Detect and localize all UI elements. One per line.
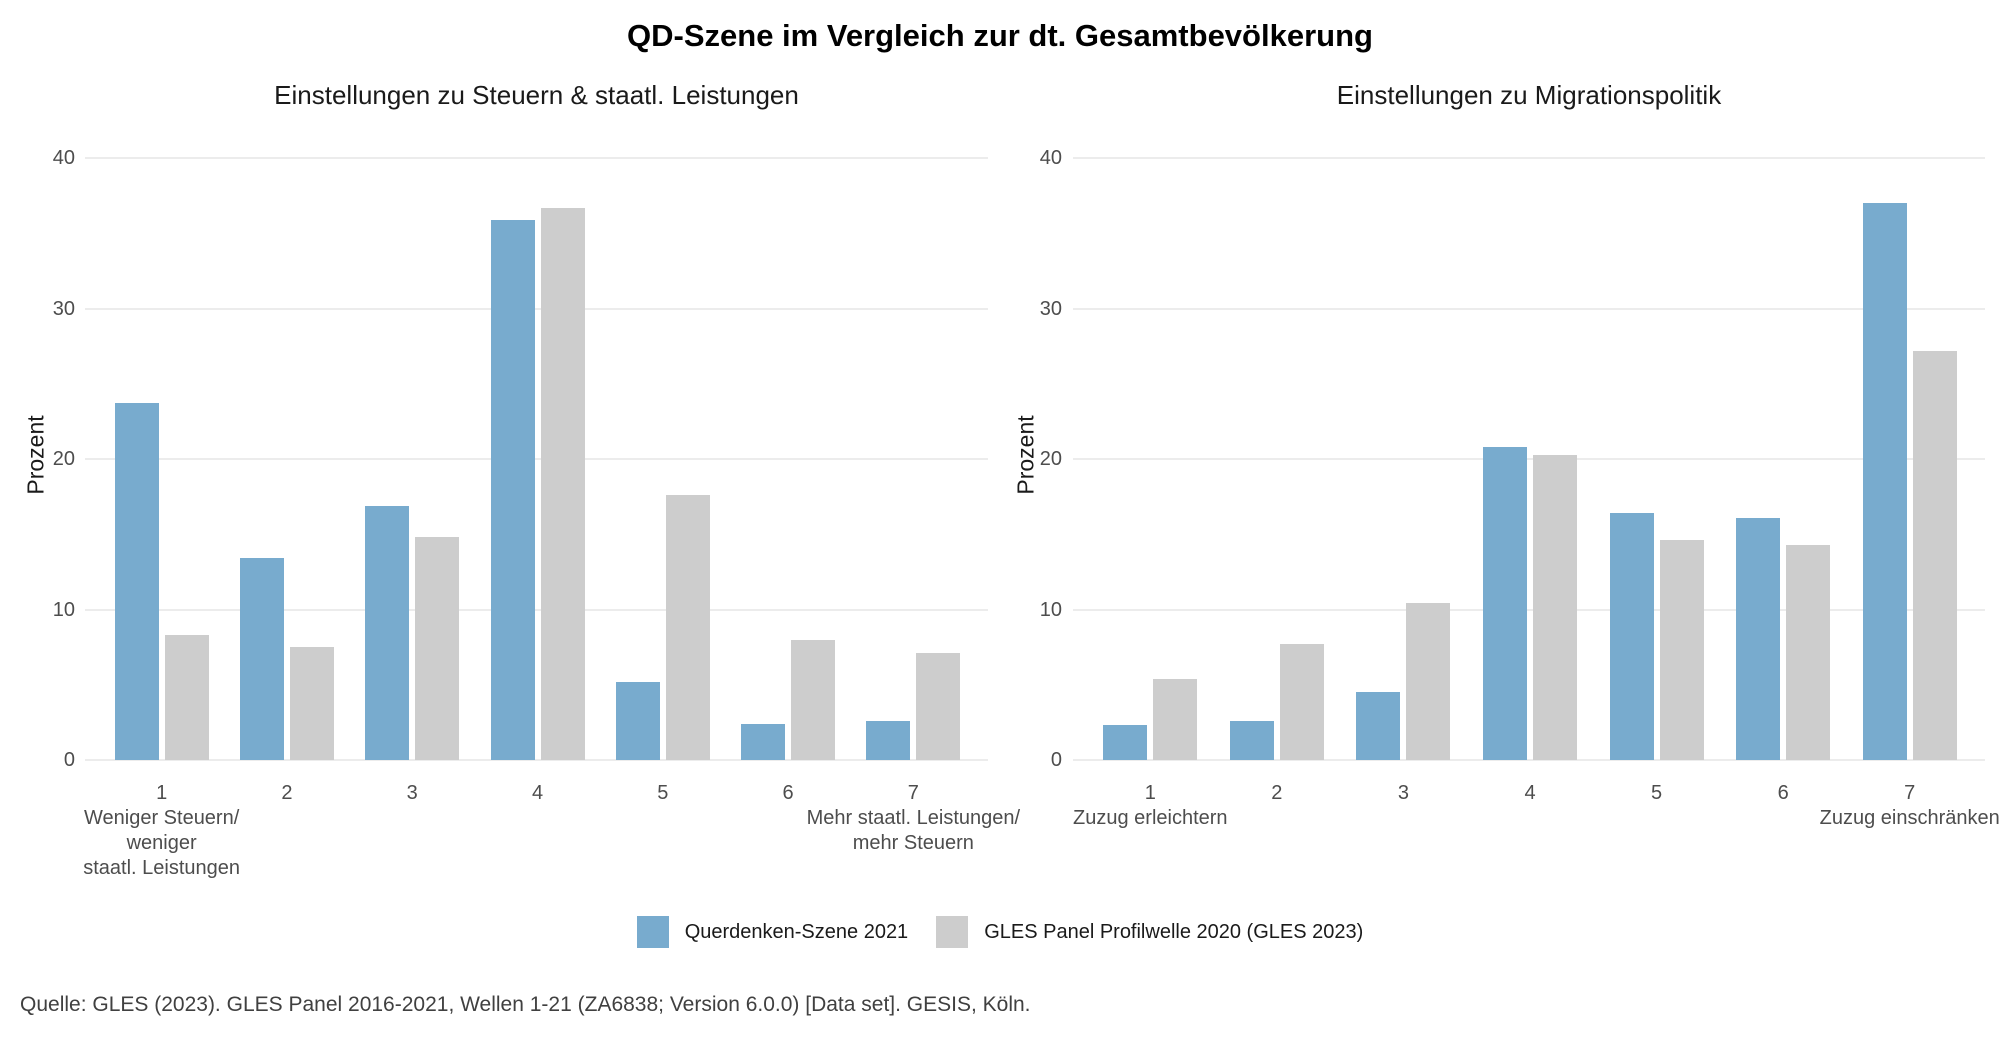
y-tick-label-10: 10 <box>1039 598 1062 621</box>
x-tick-label-2: 2 <box>281 782 293 804</box>
x-tick-label-5: 5 <box>1651 782 1663 804</box>
bar-querdenken-7 <box>866 720 911 760</box>
x-tick-label-1: 1 Weniger Steuern/weniger staatl. Leistung… <box>83 782 241 879</box>
y-tick-label-40: 40 <box>1039 147 1062 169</box>
bar-querdenken-7 <box>1862 203 1907 760</box>
x-tick-label-4: 4 <box>1524 782 1536 804</box>
y-tick-label-0: 0 <box>1050 749 1062 771</box>
bar-group-4 <box>490 207 585 760</box>
bar-group-6 <box>1736 517 1831 760</box>
bar-group-2 <box>239 558 334 760</box>
bar-querdenken-1 <box>1103 725 1148 760</box>
bar-group-2 <box>1229 644 1324 760</box>
x-tick-label-3: 3 <box>406 782 418 804</box>
bar-querdenken-1 <box>114 403 159 760</box>
gridline-0 <box>85 759 988 761</box>
x-axis: 1 Weniger Steuern/weniger staatl. Leistung… <box>83 781 1020 901</box>
bar-group-7 <box>1862 203 1957 760</box>
bar-group-1 <box>1103 678 1198 760</box>
legend-item-gles: GLES Panel Profilwelle 2020 (GLES 2023) <box>936 916 1363 948</box>
gridline-20 <box>1073 458 1985 460</box>
bar-querdenken-3 <box>365 505 410 760</box>
bar-gles-5 <box>1659 540 1704 760</box>
bar-querdenken-6 <box>741 723 786 760</box>
bar-group-3 <box>365 505 460 760</box>
gridline-10 <box>85 608 988 611</box>
y-tick-label-20: 20 <box>1039 448 1062 470</box>
y-tick-label-0: 0 <box>63 749 75 771</box>
bar-group-1 <box>114 403 209 760</box>
legend-label-gles: GLES Panel Profilwelle 2020 (GLES 2023) <box>984 920 1364 943</box>
x-tick-label-1: 1 Zuzug erleichtern <box>1073 782 1228 829</box>
gridline-30 <box>1073 307 1985 310</box>
bar-querdenken-4 <box>490 219 535 760</box>
main-title: QD-Szene im Vergleich zur dt. Gesamtbevö… <box>627 18 1373 53</box>
bar-gles-1 <box>1153 678 1198 760</box>
bar-querdenken-3 <box>1356 692 1401 760</box>
bar-querdenken-6 <box>1736 517 1781 760</box>
gridline-0 <box>1073 759 1985 761</box>
gridline-40 <box>85 157 988 159</box>
bar-gles-3 <box>415 537 460 760</box>
bar-querdenken-5 <box>615 681 660 760</box>
x-axis: 1 Zuzug erleichtern 2 3 4 5 6 7 Zuzug einschränk… <box>1073 781 2000 901</box>
y-tick-label-30: 30 <box>1039 297 1062 320</box>
bar-querdenken-4 <box>1483 446 1527 760</box>
panel-title-steuern: Einstellungen zu Steuern & staatl. Leist… <box>274 80 799 110</box>
panel-title-migration: Einstellungen zu Migrationspolitik <box>1336 80 1722 110</box>
gridline-30 <box>85 307 988 310</box>
bar-group-5 <box>1609 513 1704 760</box>
bar-group-4 <box>1483 446 1577 760</box>
bar-gles-3 <box>1406 603 1451 760</box>
bar-gles-6 <box>1786 544 1831 760</box>
x-tick-label-7: 7 Mehr staatl. Leistungen/mehr Steuern <box>806 782 1021 854</box>
bar-querdenken-2 <box>239 558 284 760</box>
bar-gles-4 <box>1533 454 1577 760</box>
bar-group-7 <box>866 653 961 760</box>
legend-swatch-querdenken <box>636 916 669 948</box>
y-tick-label-30: 30 <box>52 297 75 320</box>
x-tick-label-6: 6 <box>1777 782 1789 804</box>
x-tick-label-3: 3 <box>1397 782 1409 804</box>
bar-group-6 <box>741 639 836 760</box>
bar-group-5 <box>615 495 710 760</box>
gridline-20 <box>85 458 988 460</box>
legend-swatch-gles <box>936 916 969 948</box>
bar-gles-4 <box>540 207 585 760</box>
legend-item-querdenken: Querdenken-Szene 2021 <box>636 916 909 948</box>
bar-gles-6 <box>791 639 836 760</box>
y-axis: 0 10 20 30 40 <box>29 112 75 771</box>
bar-gles-1 <box>164 635 209 760</box>
bar-querdenken-5 <box>1609 513 1654 760</box>
bar-gles-7 <box>916 653 961 760</box>
y-axis: 0 10 20 30 40 <box>1016 112 1062 771</box>
x-tick-label-5: 5 <box>657 782 669 804</box>
bar-gles-2 <box>289 647 334 760</box>
plot-area <box>1073 112 1985 761</box>
legend-label-querdenken: Querdenken-Szene 2021 <box>684 920 909 943</box>
gridline-10 <box>1073 608 1985 611</box>
x-tick-label-2: 2 <box>1271 782 1283 804</box>
bar-querdenken-2 <box>1229 720 1274 760</box>
bar-group-3 <box>1356 603 1451 760</box>
plot-area <box>85 112 988 761</box>
y-tick-label-10: 10 <box>52 598 75 621</box>
x-tick-label-7: 7 Zuzug einschränken <box>1819 782 2000 829</box>
source-note: Quelle: GLES (2023). GLES Panel 2016-202… <box>20 993 1031 1016</box>
gridline-40 <box>1073 157 1985 159</box>
bar-gles-7 <box>1912 350 1957 760</box>
legend: Querdenken-Szene 2021 GLES Panel Profilw… <box>0 916 2000 948</box>
y-tick-label-20: 20 <box>52 448 75 470</box>
x-tick-label-4: 4 <box>531 782 544 804</box>
y-tick-label-40: 40 <box>52 147 75 169</box>
bar-gles-2 <box>1279 644 1324 760</box>
bar-gles-5 <box>665 495 710 760</box>
x-tick-label-6: 6 <box>782 782 794 804</box>
